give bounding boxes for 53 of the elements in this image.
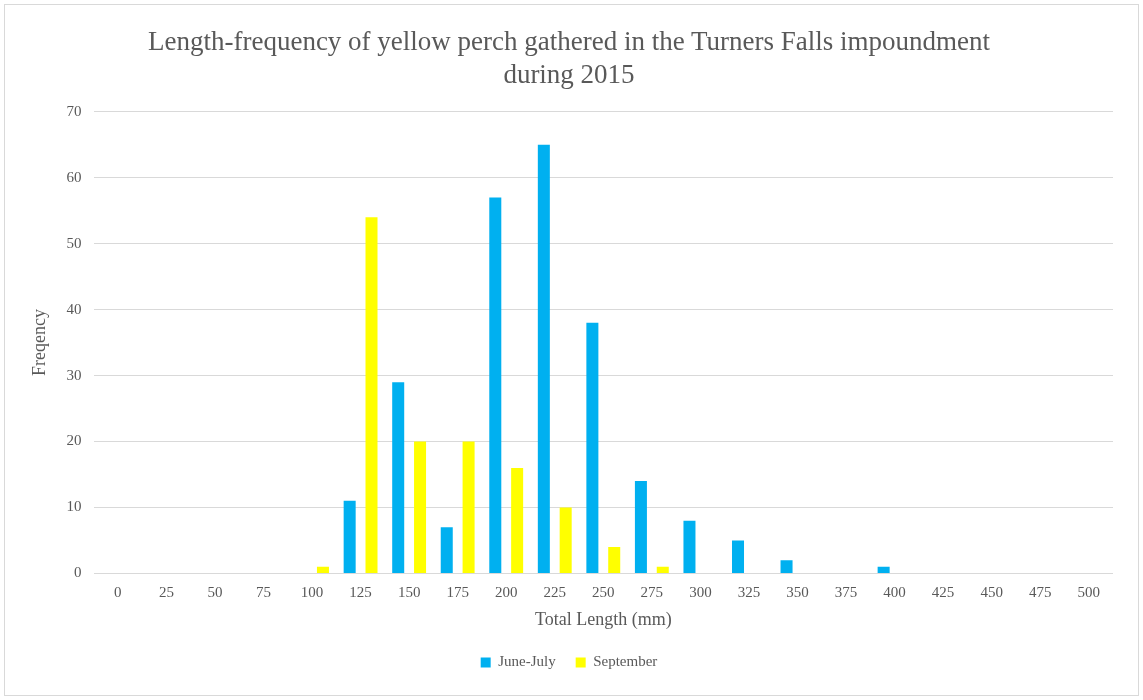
x-axis-title: Total Length (mm) (534, 608, 672, 630)
x-tick-label: 400 (883, 584, 906, 601)
y-tick-label: 30 (66, 366, 82, 383)
y-tick-label: 0 (74, 564, 82, 581)
x-tick-label: 125 (349, 584, 372, 601)
bar (586, 322, 599, 573)
y-tick-label: 10 (66, 498, 82, 515)
x-tick-label: 325 (737, 584, 761, 601)
x-tick-label: 250 (592, 584, 615, 601)
bar (343, 500, 356, 573)
bar (683, 520, 696, 573)
bar (440, 527, 453, 573)
x-tick-label: 175 (446, 584, 469, 601)
x-tick-label: 50 (207, 584, 223, 601)
y-tick-label: 20 (66, 432, 82, 449)
x-tick-label: 0 (114, 584, 122, 601)
bar (392, 382, 405, 573)
x-tick-label: 475 (1028, 584, 1052, 601)
bar (732, 540, 745, 573)
y-axis-title: Freqency (28, 309, 49, 377)
x-tick-label: 75 (256, 584, 271, 601)
x-tick-label: 275 (640, 584, 664, 601)
x-tick-label: 150 (397, 584, 421, 601)
legend-label: September (593, 653, 658, 670)
x-tick-label: 225 (543, 584, 567, 601)
bar (537, 144, 550, 573)
bar (877, 566, 890, 573)
x-tick-label: 300 (689, 584, 712, 601)
x-tick-label: 350 (786, 584, 809, 601)
y-tick-label: 40 (66, 300, 82, 317)
y-tick-label: 60 (66, 168, 82, 185)
x-tick-label: 425 (931, 584, 955, 601)
x-tick-label: 500 (1077, 584, 1100, 601)
bar (559, 507, 572, 573)
bar (462, 441, 475, 573)
bar (316, 566, 329, 573)
bar (511, 467, 524, 573)
chart-title: Length-frequency of yellow perch gathered in the Turners Falls impoundment during 2015 (147, 26, 991, 89)
bar (780, 560, 793, 573)
x-tick-label: 25 (158, 584, 174, 601)
y-tick-label: 70 (66, 102, 82, 119)
x-tick-label: 100 (300, 584, 324, 601)
bar (365, 217, 378, 573)
x-tick-label: 375 (834, 584, 858, 601)
y-tick-label: 50 (66, 234, 82, 251)
legend-label: June-July (498, 653, 557, 670)
bar (489, 197, 502, 573)
bar (656, 566, 669, 573)
bar (634, 481, 647, 573)
bar (414, 441, 427, 573)
x-tick-label: 450 (980, 584, 1003, 601)
x-tick-label: 200 (494, 584, 518, 601)
bar (608, 547, 621, 573)
